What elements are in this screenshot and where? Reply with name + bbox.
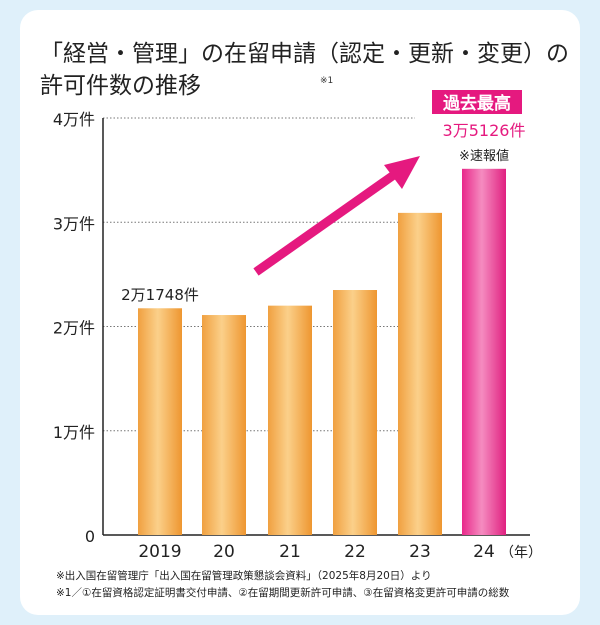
bar-22: [333, 290, 377, 535]
x-tick-label: 23: [409, 542, 431, 562]
y-tick-label: 3万件: [53, 214, 95, 233]
x-tick-label: 21: [279, 542, 301, 562]
preliminary-note: ※速報値: [459, 148, 509, 164]
chart-title: 「経営・管理」の在留申請（認定・更新・変更）の 許可件数の推移: [40, 38, 569, 102]
y-tick-label: 4万件: [53, 110, 95, 129]
trend-arrow-shaft: [253, 168, 401, 276]
title-line-2: 許可件数の推移: [40, 73, 201, 99]
first-value-label: 2万1748件: [121, 286, 199, 304]
bar-21: [268, 305, 312, 535]
bar-23: [398, 212, 442, 535]
bar-20: [202, 315, 246, 535]
x-axis-unit: （年）: [500, 545, 542, 561]
y-tick-label: 0: [85, 527, 95, 546]
y-tick-label: 2万件: [53, 319, 95, 338]
footnote-source: ※出入国在留管理庁「出入国在留管理政策懇談会資料」（2025年8月20日）より: [56, 570, 432, 582]
x-tick-label: 24: [473, 542, 495, 562]
x-tick-label: 2019: [138, 542, 181, 562]
bar-24: [462, 168, 506, 535]
last-value-label: 3万5126件: [443, 121, 526, 140]
x-tick-label: 20: [213, 542, 235, 562]
x-tick-label: 22: [344, 542, 366, 562]
y-tick-label: 1万件: [53, 423, 95, 442]
record-badge-bg: [432, 90, 522, 114]
bar-2019: [138, 308, 182, 535]
footnote-1: ※1／①在留資格認定証明書交付申請、②在留期間更新許可申請、③在留資格変更許可申…: [56, 587, 510, 599]
record-badge: 過去最高: [443, 93, 511, 114]
trend-arrow-head-icon: [384, 156, 420, 189]
title-footnote-mark: ※1: [320, 76, 334, 86]
title-line-1: 「経営・管理」の在留申請（認定・更新・変更）の: [40, 41, 569, 67]
